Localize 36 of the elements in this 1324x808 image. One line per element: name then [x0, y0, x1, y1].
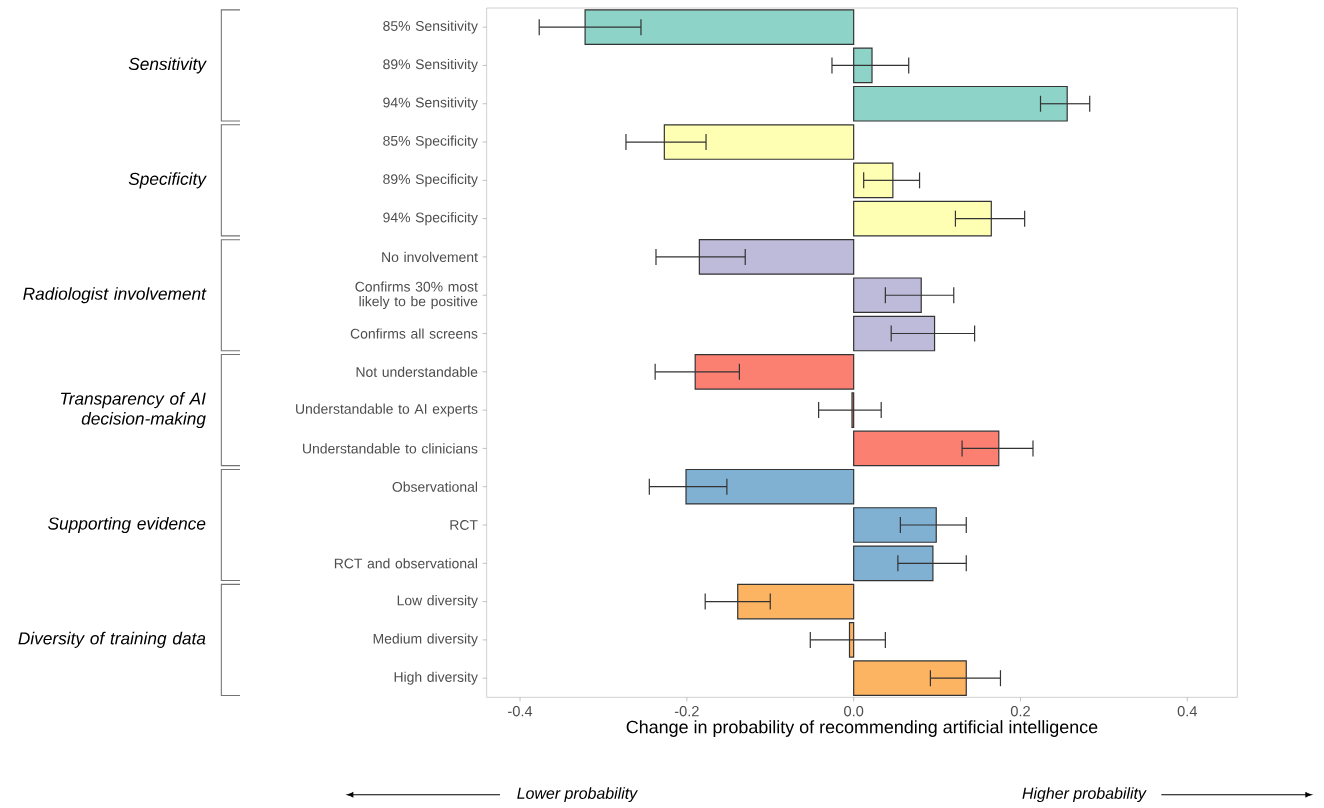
- bar: [694, 353, 855, 390]
- text: Higher probability: [1022, 787, 1147, 803]
- x-tick-label: 0.2: [1010, 706, 1030, 717]
- y-tick-label: High diversity: [394, 671, 478, 685]
- y-tick-label: 85% Specificity: [383, 135, 478, 149]
- y-tick-label: Not understandable: [356, 366, 478, 377]
- text: Supporting evidence: [48, 516, 206, 534]
- y-tick-label: No involvement: [382, 251, 478, 263]
- y-tick-label: Understandable to clinicians: [303, 443, 478, 454]
- text: Transparency of AI decision-making: [60, 392, 206, 429]
- text: Sensitivity: [128, 57, 207, 74]
- y-tick-label: Confirms 30% most likely to be positive: [355, 281, 478, 310]
- y-tick-label: Confirms all screens: [350, 328, 478, 339]
- y-tick-label: 89% Specificity: [383, 173, 478, 187]
- x-tick-label: -0.2: [674, 706, 699, 717]
- x-tick-label: 0.4: [1177, 706, 1198, 717]
- text: Diversity of training data: [18, 631, 206, 648]
- y-tick-label: 94% Specificity: [383, 212, 478, 226]
- text: Radiologist involvement: [23, 287, 207, 304]
- x-tick-label: 0.0: [844, 706, 864, 717]
- bar: [663, 124, 855, 160]
- y-tick-label: Understandable to AI experts: [296, 403, 478, 417]
- y-tick-label: 85% Sensitivity: [383, 20, 478, 34]
- y-tick-label: Medium diversity: [373, 633, 478, 647]
- x-axis-title: Change in probability of recommending artificial intelligence: [626, 720, 1098, 737]
- x-tick-label: -0.4: [508, 706, 533, 717]
- bar: [698, 239, 855, 275]
- y-tick-label: 94% Sensitivity: [383, 97, 478, 111]
- y-tick-label: RCT: [450, 520, 478, 530]
- bar: [853, 430, 1000, 467]
- y-tick-label: RCT and observational: [334, 558, 478, 569]
- y-tick-label: 89% Sensitivity: [383, 58, 478, 72]
- text: Specificity: [128, 172, 207, 189]
- text: Lower probability: [517, 787, 638, 803]
- y-tick-label: Low diversity: [397, 595, 478, 609]
- y-tick-label: Observational: [392, 481, 478, 492]
